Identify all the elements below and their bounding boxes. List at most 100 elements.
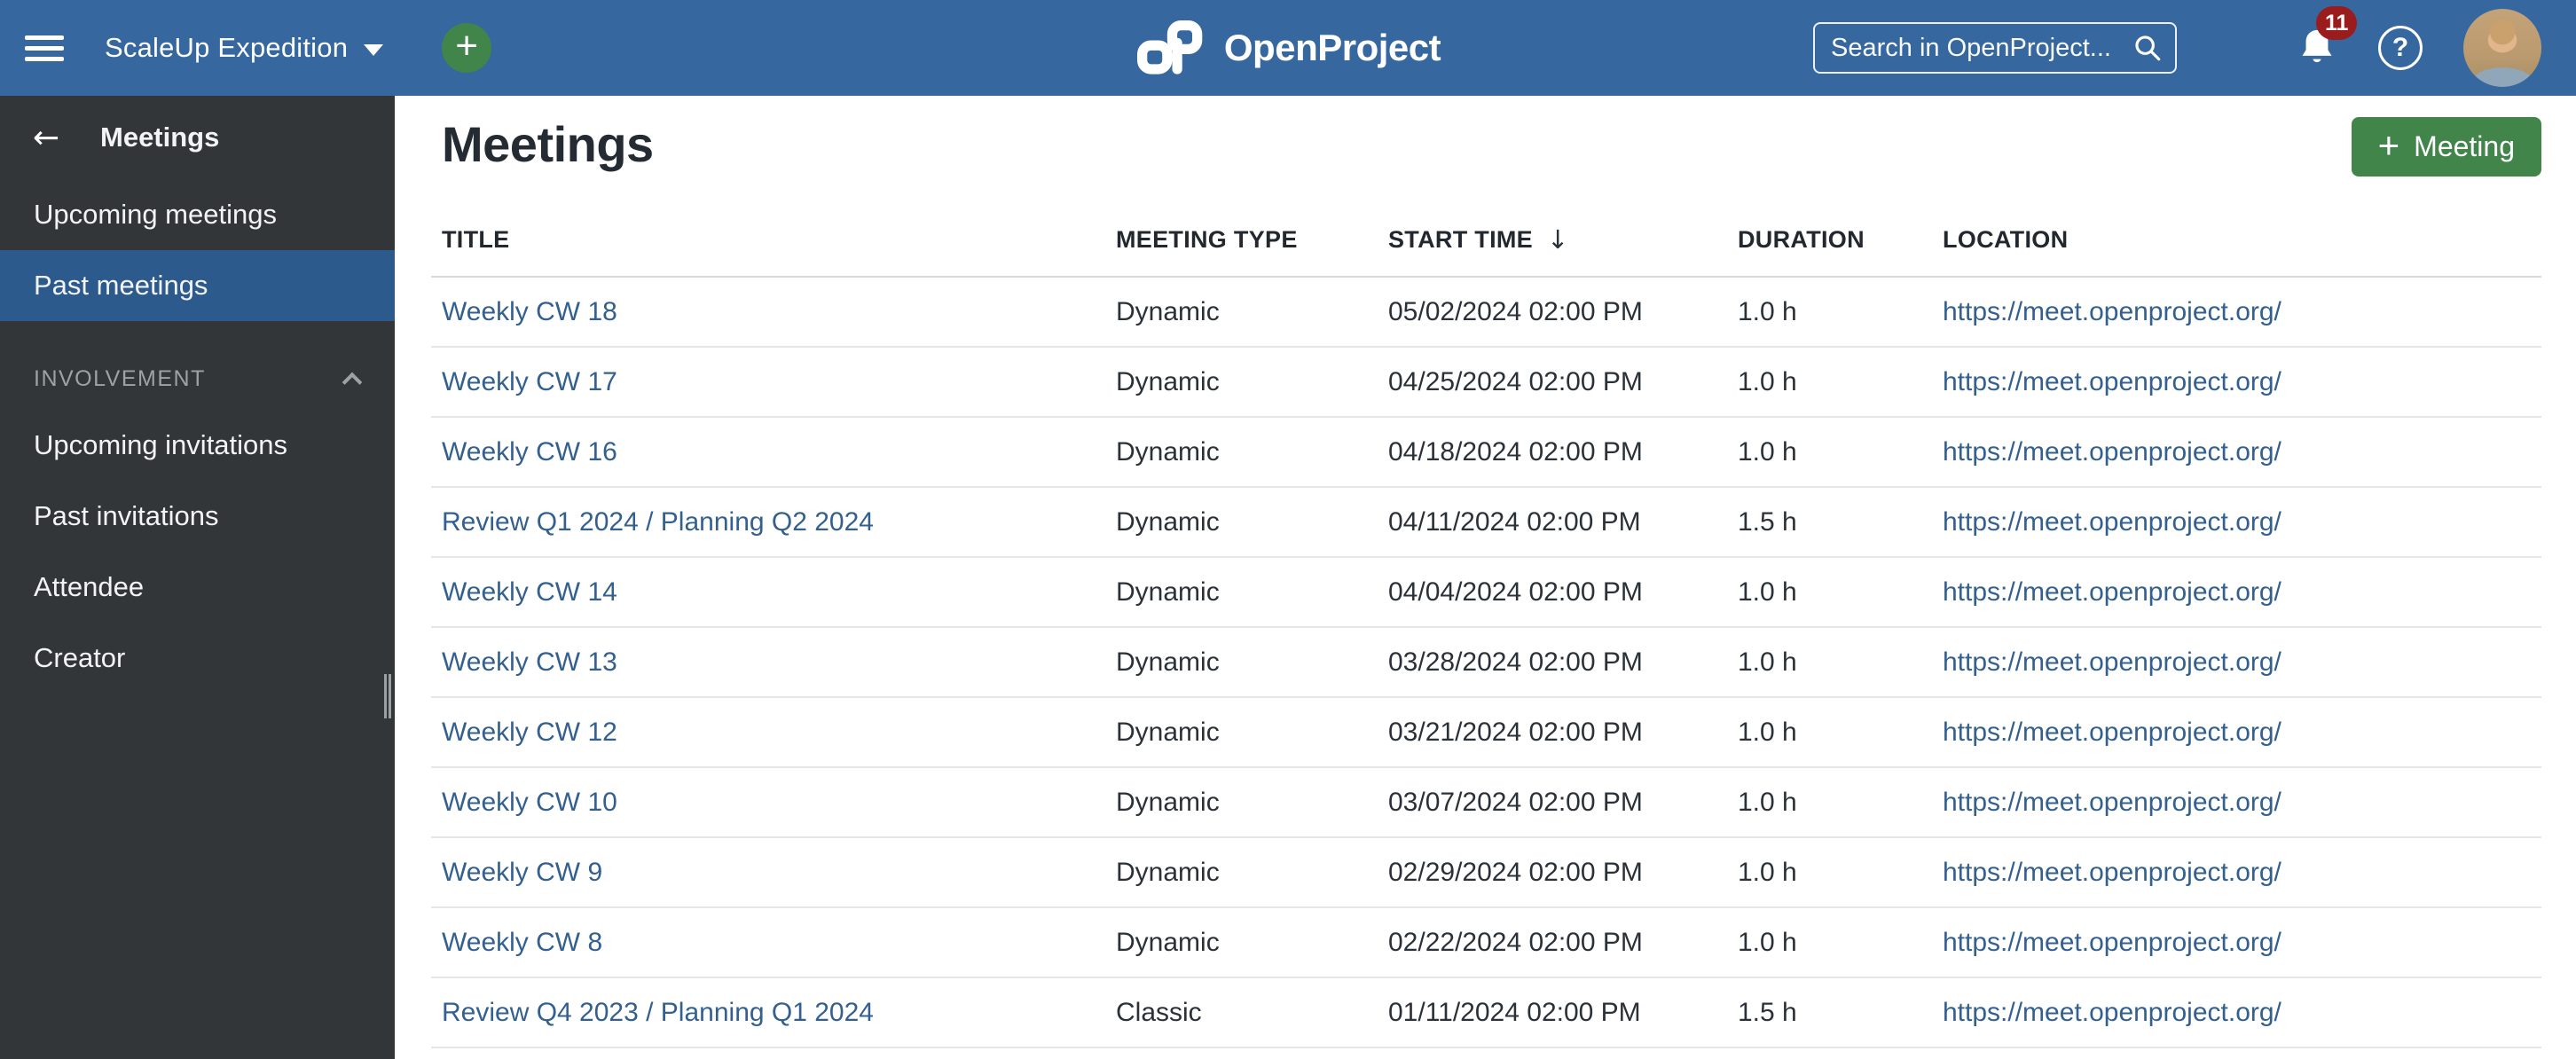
notification-count-badge: 11 xyxy=(2316,6,2358,40)
back-arrow-icon[interactable]: ← xyxy=(33,119,60,156)
column-header-duration[interactable]: DURATION xyxy=(1738,225,1865,253)
table-row: Weekly CW 13 Dynamic 03/28/2024 02:00 PM… xyxy=(431,628,2541,698)
table-row: Weekly CW 10 Dynamic 03/07/2024 02:00 PM… xyxy=(431,768,2541,838)
logo-text: OpenProject xyxy=(1223,27,1441,68)
hamburger-menu-icon[interactable] xyxy=(25,30,66,66)
meeting-location-link[interactable]: https://meet.openproject.org/ xyxy=(1943,997,2281,1027)
meeting-start-time: 01/11/2024 02:00 PM xyxy=(1388,997,1641,1027)
meeting-duration: 1.0 h xyxy=(1738,296,1797,326)
sidebar-item-past-meetings[interactable]: Past meetings xyxy=(0,250,395,321)
meeting-location-link[interactable]: https://meet.openproject.org/ xyxy=(1943,577,2281,607)
meeting-start-time: 03/07/2024 02:00 PM xyxy=(1388,787,1643,817)
meeting-title-link[interactable]: Review Q1 2024 / Planning Q2 2024 xyxy=(442,506,874,537)
openproject-logo[interactable]: OpenProject xyxy=(1135,0,1441,96)
meeting-title-link[interactable]: Weekly CW 10 xyxy=(442,787,617,817)
meeting-start-time: 04/18/2024 02:00 PM xyxy=(1388,436,1643,467)
top-bar: ScaleUp Expedition + OpenProject Search … xyxy=(0,0,2576,96)
sidebar-header: ← Meetings xyxy=(0,96,395,179)
help-button[interactable]: ? xyxy=(2378,26,2423,70)
meeting-location-link[interactable]: https://meet.openproject.org/ xyxy=(1943,857,2281,887)
meeting-location-link[interactable]: https://meet.openproject.org/ xyxy=(1943,296,2281,326)
meeting-start-time: 04/25/2024 02:00 PM xyxy=(1388,366,1643,396)
meeting-duration: 1.0 h xyxy=(1738,436,1797,467)
meeting-title-link[interactable]: Weekly CW 8 xyxy=(442,927,603,957)
meeting-title-link[interactable]: Weekly CW 14 xyxy=(442,577,617,607)
meeting-start-time: 02/22/2024 02:00 PM xyxy=(1388,927,1643,957)
meeting-location-link[interactable]: https://meet.openproject.org/ xyxy=(1943,506,2281,537)
table-row: Weekly CW 8 Dynamic 02/22/2024 02:00 PM … xyxy=(431,908,2541,978)
table-row: Review Q4 2023 / Planning Q1 2024 Classi… xyxy=(431,978,2541,1048)
meeting-location-link[interactable]: https://meet.openproject.org/ xyxy=(1943,366,2281,396)
meeting-duration: 1.0 h xyxy=(1738,647,1797,677)
sidebar-item-past-invitations[interactable]: Past invitations xyxy=(34,500,219,531)
meeting-type: Dynamic xyxy=(1116,577,1220,607)
sidebar: ← Meetings Upcoming meetings Past meetin… xyxy=(0,96,395,1059)
meeting-type: Dynamic xyxy=(1116,927,1220,957)
meeting-start-time: 04/11/2024 02:00 PM xyxy=(1388,506,1641,537)
meeting-title-link[interactable]: Review Q4 2023 / Planning Q1 2024 xyxy=(442,997,874,1027)
openproject-logo-icon xyxy=(1137,20,1203,75)
meeting-type: Dynamic xyxy=(1116,717,1220,747)
table-row: Weekly CW 18 Dynamic 05/02/2024 02:00 PM… xyxy=(431,278,2541,348)
meeting-duration: 1.0 h xyxy=(1738,787,1797,817)
global-search-input[interactable]: Search in OpenProject... xyxy=(1813,22,2177,74)
table-row: Weekly CW 17 Dynamic 04/25/2024 02:00 PM… xyxy=(431,348,2541,418)
column-header-start-time[interactable]: START TIME ↓ xyxy=(1388,224,1569,255)
search-placeholder: Search in OpenProject... xyxy=(1831,33,2111,62)
sidebar-item-upcoming-meetings[interactable]: Upcoming meetings xyxy=(34,199,277,230)
chevron-down-icon xyxy=(364,43,384,56)
meeting-location-link[interactable]: https://meet.openproject.org/ xyxy=(1943,647,2281,677)
meeting-type: Dynamic xyxy=(1116,506,1220,537)
table-row: Review Q1 2024 / Planning Q2 2024 Dynami… xyxy=(431,488,2541,558)
sort-descending-icon: ↓ xyxy=(1546,224,1569,255)
section-label: INVOLVEMENT xyxy=(34,365,206,391)
sidebar-resize-handle[interactable] xyxy=(384,674,391,718)
plus-icon: + xyxy=(2377,123,2400,166)
meeting-duration: 1.5 h xyxy=(1738,997,1797,1027)
column-header-title[interactable]: TITLE xyxy=(442,225,510,253)
meeting-title-link[interactable]: Weekly CW 17 xyxy=(442,366,617,396)
question-mark-icon: ? xyxy=(2391,33,2409,62)
table-header-row: TITLE MEETING TYPE START TIME ↓ DURATION… xyxy=(431,176,2541,278)
project-switcher[interactable]: ScaleUp Expedition xyxy=(105,32,384,64)
notifications-button[interactable]: 11 xyxy=(2297,6,2358,70)
meeting-location-link[interactable]: https://meet.openproject.org/ xyxy=(1943,436,2281,467)
meeting-type: Dynamic xyxy=(1116,366,1220,396)
sidebar-section-involvement[interactable]: INVOLVEMENT xyxy=(0,348,395,410)
table-row: Weekly CW 14 Dynamic 04/04/2024 02:00 PM… xyxy=(431,558,2541,628)
search-icon xyxy=(2135,35,2161,61)
add-meeting-button[interactable]: + Meeting xyxy=(2351,117,2541,176)
quick-add-button[interactable]: + xyxy=(442,23,492,73)
meeting-title-link[interactable]: Weekly CW 13 xyxy=(442,647,617,677)
meeting-title-link[interactable]: Weekly CW 18 xyxy=(442,296,617,326)
sidebar-item-attendee[interactable]: Attendee xyxy=(34,571,145,602)
project-name: ScaleUp Expedition xyxy=(105,32,349,63)
meeting-location-link[interactable]: https://meet.openproject.org/ xyxy=(1943,787,2281,817)
column-header-meeting-type[interactable]: MEETING TYPE xyxy=(1116,225,1298,253)
meetings-table-body: Weekly CW 18 Dynamic 05/02/2024 02:00 PM… xyxy=(431,278,2541,1048)
table-row: Weekly CW 12 Dynamic 03/21/2024 02:00 PM… xyxy=(431,698,2541,768)
meeting-duration: 1.5 h xyxy=(1738,506,1797,537)
meeting-type: Dynamic xyxy=(1116,647,1220,677)
page-title: Meetings xyxy=(442,116,654,172)
meeting-title-link[interactable]: Weekly CW 9 xyxy=(442,857,603,887)
meeting-type: Classic xyxy=(1116,997,1202,1027)
topbar-right-group: Search in OpenProject... 11 ? xyxy=(1813,6,2576,87)
meeting-location-link[interactable]: https://meet.openproject.org/ xyxy=(1943,717,2281,747)
modules-grid-icon[interactable] xyxy=(2218,29,2256,67)
meeting-location-link[interactable]: https://meet.openproject.org/ xyxy=(1943,927,2281,957)
meeting-title-link[interactable]: Weekly CW 16 xyxy=(442,436,617,467)
meeting-start-time: 05/02/2024 02:00 PM xyxy=(1388,296,1643,326)
user-avatar[interactable] xyxy=(2463,9,2541,87)
meeting-type: Dynamic xyxy=(1116,857,1220,887)
meeting-start-time: 03/21/2024 02:00 PM xyxy=(1388,717,1643,747)
meeting-duration: 1.0 h xyxy=(1738,857,1797,887)
meeting-duration: 1.0 h xyxy=(1738,366,1797,396)
column-header-location[interactable]: LOCATION xyxy=(1943,225,2069,253)
meeting-type: Dynamic xyxy=(1116,436,1220,467)
sidebar-item-creator[interactable]: Creator xyxy=(34,642,126,673)
meeting-title-link[interactable]: Weekly CW 12 xyxy=(442,717,617,747)
table-row: Weekly CW 16 Dynamic 04/18/2024 02:00 PM… xyxy=(431,418,2541,488)
meeting-start-time: 03/28/2024 02:00 PM xyxy=(1388,647,1643,677)
sidebar-item-upcoming-invitations[interactable]: Upcoming invitations xyxy=(34,429,288,460)
